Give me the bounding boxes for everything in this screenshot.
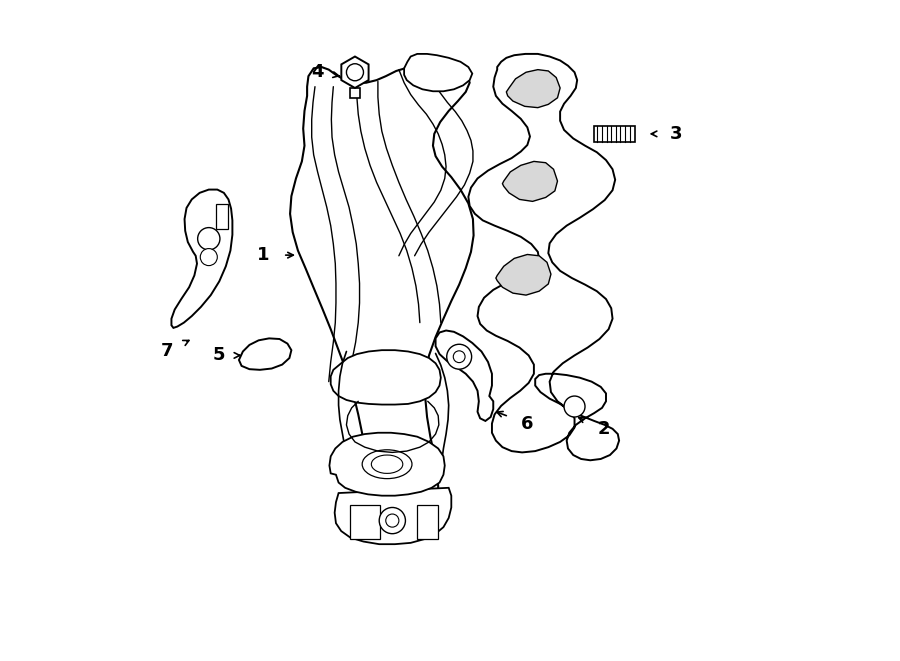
- Polygon shape: [404, 54, 472, 91]
- Polygon shape: [350, 88, 359, 98]
- Text: 2: 2: [598, 420, 610, 438]
- Polygon shape: [335, 488, 451, 544]
- Polygon shape: [436, 330, 493, 421]
- Circle shape: [201, 249, 217, 266]
- Circle shape: [446, 344, 472, 369]
- Polygon shape: [330, 350, 441, 405]
- Polygon shape: [171, 190, 232, 328]
- Bar: [418, 505, 438, 539]
- Polygon shape: [341, 57, 369, 88]
- Polygon shape: [496, 254, 551, 295]
- Polygon shape: [329, 433, 445, 496]
- Polygon shape: [502, 161, 557, 202]
- Polygon shape: [507, 69, 560, 108]
- Bar: [594, 126, 634, 141]
- Text: 6: 6: [521, 414, 534, 432]
- Text: 4: 4: [311, 63, 324, 81]
- Bar: [216, 204, 228, 229]
- Text: 7: 7: [160, 342, 173, 360]
- Text: 3: 3: [670, 125, 682, 143]
- Circle shape: [454, 351, 465, 363]
- Polygon shape: [468, 54, 619, 460]
- Text: 5: 5: [213, 346, 226, 364]
- Circle shape: [379, 508, 405, 533]
- Bar: [350, 505, 380, 539]
- Circle shape: [346, 63, 364, 81]
- Circle shape: [564, 396, 585, 417]
- Polygon shape: [290, 65, 473, 532]
- Circle shape: [386, 514, 399, 527]
- Text: 1: 1: [256, 246, 269, 264]
- Polygon shape: [238, 338, 292, 369]
- Circle shape: [198, 227, 220, 250]
